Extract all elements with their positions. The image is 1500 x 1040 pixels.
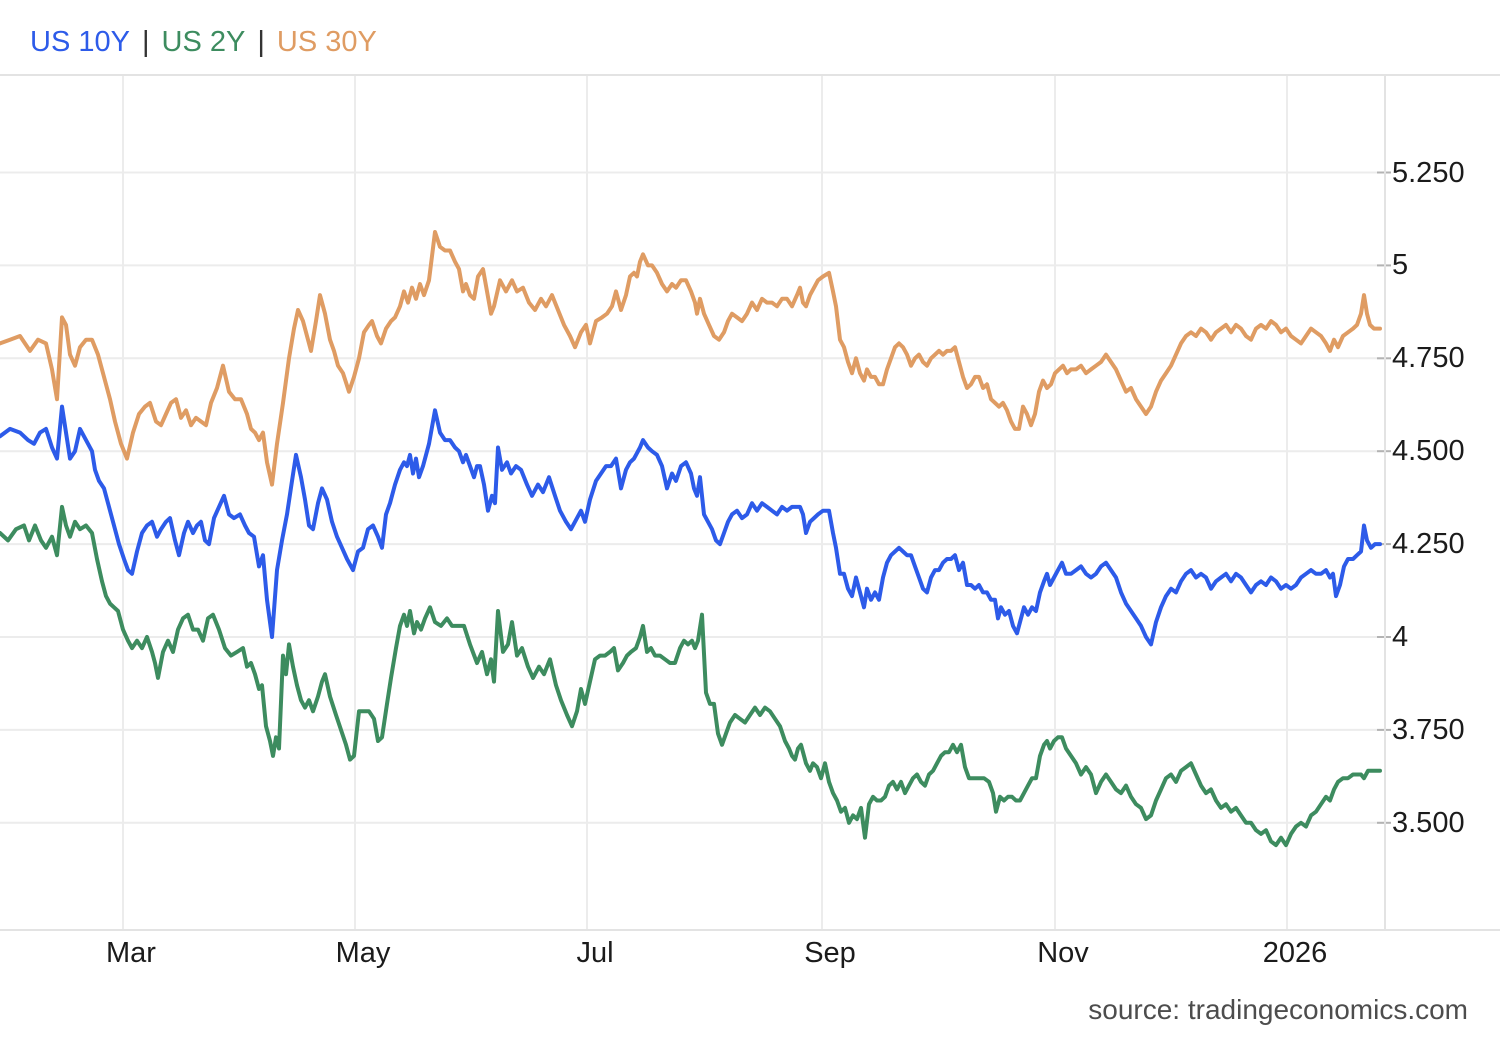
x-axis-label: Jul <box>576 937 614 969</box>
y-axis-label: 5 <box>1392 249 1409 282</box>
y-axis-label: 4.500 <box>1392 435 1465 468</box>
x-axis-label: May <box>335 937 391 969</box>
x-axis-label: Nov <box>1037 937 1089 969</box>
legend-separator: | <box>141 25 150 58</box>
series-line-us-10y[interactable] <box>0 404 1382 647</box>
y-axis-label: 4.250 <box>1392 528 1465 561</box>
legend-separator: | <box>257 25 265 58</box>
y-axis-label: 3.750 <box>1392 713 1465 746</box>
legend-item-us30y[interactable]: US 30Y <box>276 25 377 58</box>
x-axis-label: Sep <box>804 937 856 969</box>
chart-legend: US 10Y | US 2Y | US 30Y <box>30 24 377 60</box>
x-axis-label: Mar <box>106 937 156 969</box>
y-axis-label: 3.500 <box>1392 806 1465 839</box>
series-line-us-2y[interactable] <box>0 504 1382 848</box>
x-axis-label: 2026 <box>1262 937 1328 969</box>
y-axis-label: 5.250 <box>1392 156 1465 189</box>
legend-item-us10y[interactable]: US 10Y <box>30 25 130 58</box>
y-axis-label: 4 <box>1392 621 1409 653</box>
source-attribution: source: tradingeconomics.com <box>1088 994 1468 1025</box>
legend-item-us2y[interactable]: US 2Y <box>161 25 246 58</box>
y-axis-label: 4.750 <box>1392 342 1465 375</box>
series-line-us-30y[interactable] <box>0 230 1382 487</box>
